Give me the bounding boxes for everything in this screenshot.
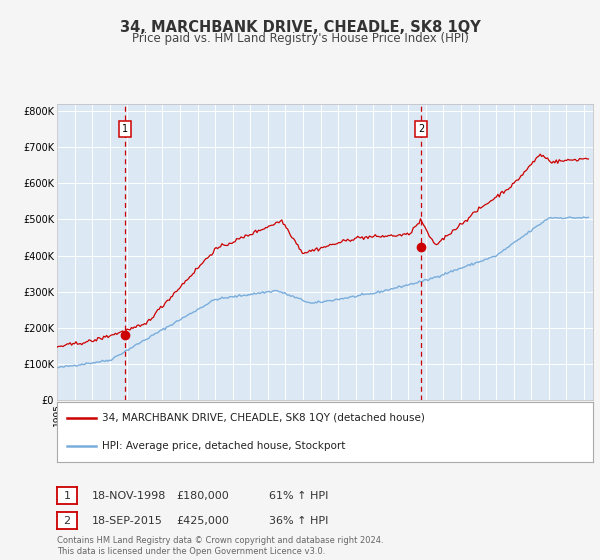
Text: 34, MARCHBANK DRIVE, CHEADLE, SK8 1QY: 34, MARCHBANK DRIVE, CHEADLE, SK8 1QY [119, 20, 481, 35]
Text: £425,000: £425,000 [176, 516, 229, 526]
Text: 18-SEP-2015: 18-SEP-2015 [92, 516, 163, 526]
Text: 1: 1 [122, 124, 128, 134]
Text: Contains HM Land Registry data © Crown copyright and database right 2024.
This d: Contains HM Land Registry data © Crown c… [57, 536, 383, 556]
Text: £180,000: £180,000 [176, 491, 229, 501]
Text: 2: 2 [418, 124, 424, 134]
Text: 18-NOV-1998: 18-NOV-1998 [92, 491, 166, 501]
Text: Price paid vs. HM Land Registry's House Price Index (HPI): Price paid vs. HM Land Registry's House … [131, 32, 469, 45]
Text: 2: 2 [64, 516, 70, 526]
Text: HPI: Average price, detached house, Stockport: HPI: Average price, detached house, Stoc… [102, 441, 346, 451]
Text: 34, MARCHBANK DRIVE, CHEADLE, SK8 1QY (detached house): 34, MARCHBANK DRIVE, CHEADLE, SK8 1QY (d… [102, 413, 425, 423]
Text: 1: 1 [64, 491, 70, 501]
Text: 61% ↑ HPI: 61% ↑ HPI [269, 491, 328, 501]
Text: 36% ↑ HPI: 36% ↑ HPI [269, 516, 328, 526]
